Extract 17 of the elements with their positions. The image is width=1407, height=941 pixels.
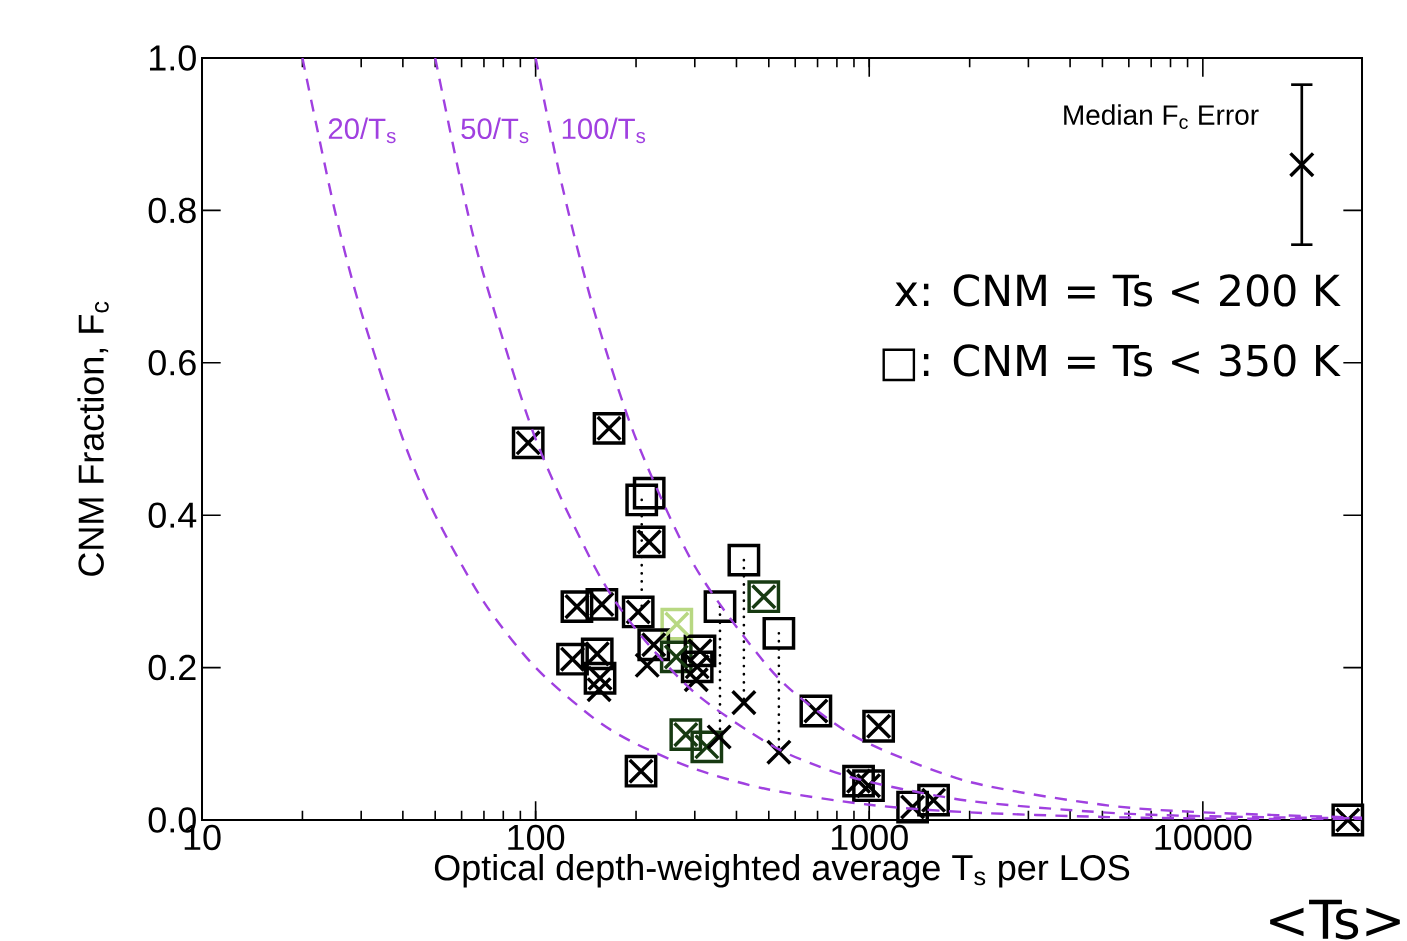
y-axis-title: CNM Fraction, F$_{c}$ [77,301,109,576]
annotation: □: CNM = Ts < 350 K [882,344,1341,382]
series-label: 100/T$_{s}$ [562,117,646,144]
series-label: 20/T$_{s}$ [328,117,396,144]
series-label: 50/T$_{s}$ [461,117,529,144]
y-tick-label: 0.4 [148,502,197,528]
legend-label: Median F$_{c}$ Error [1064,104,1259,129]
y-tick-label: 0.8 [148,197,196,224]
text: <Ts> [1270,899,1400,940]
x-tick-label: 1000 [831,824,908,851]
y-tick-label: 1.0 [149,45,196,71]
y-tick-label: 0.2 [148,654,196,681]
y-tick-label: 0.6 [148,350,196,376]
x-tick-label: 100 [508,824,565,851]
annotation: x: CNM = Ts < 200 K [894,274,1341,307]
x-axis-title: Optical depth-weighted average T$_{s}$ per LOS [434,854,1130,888]
x-tick-label: 10000 [1155,824,1252,851]
